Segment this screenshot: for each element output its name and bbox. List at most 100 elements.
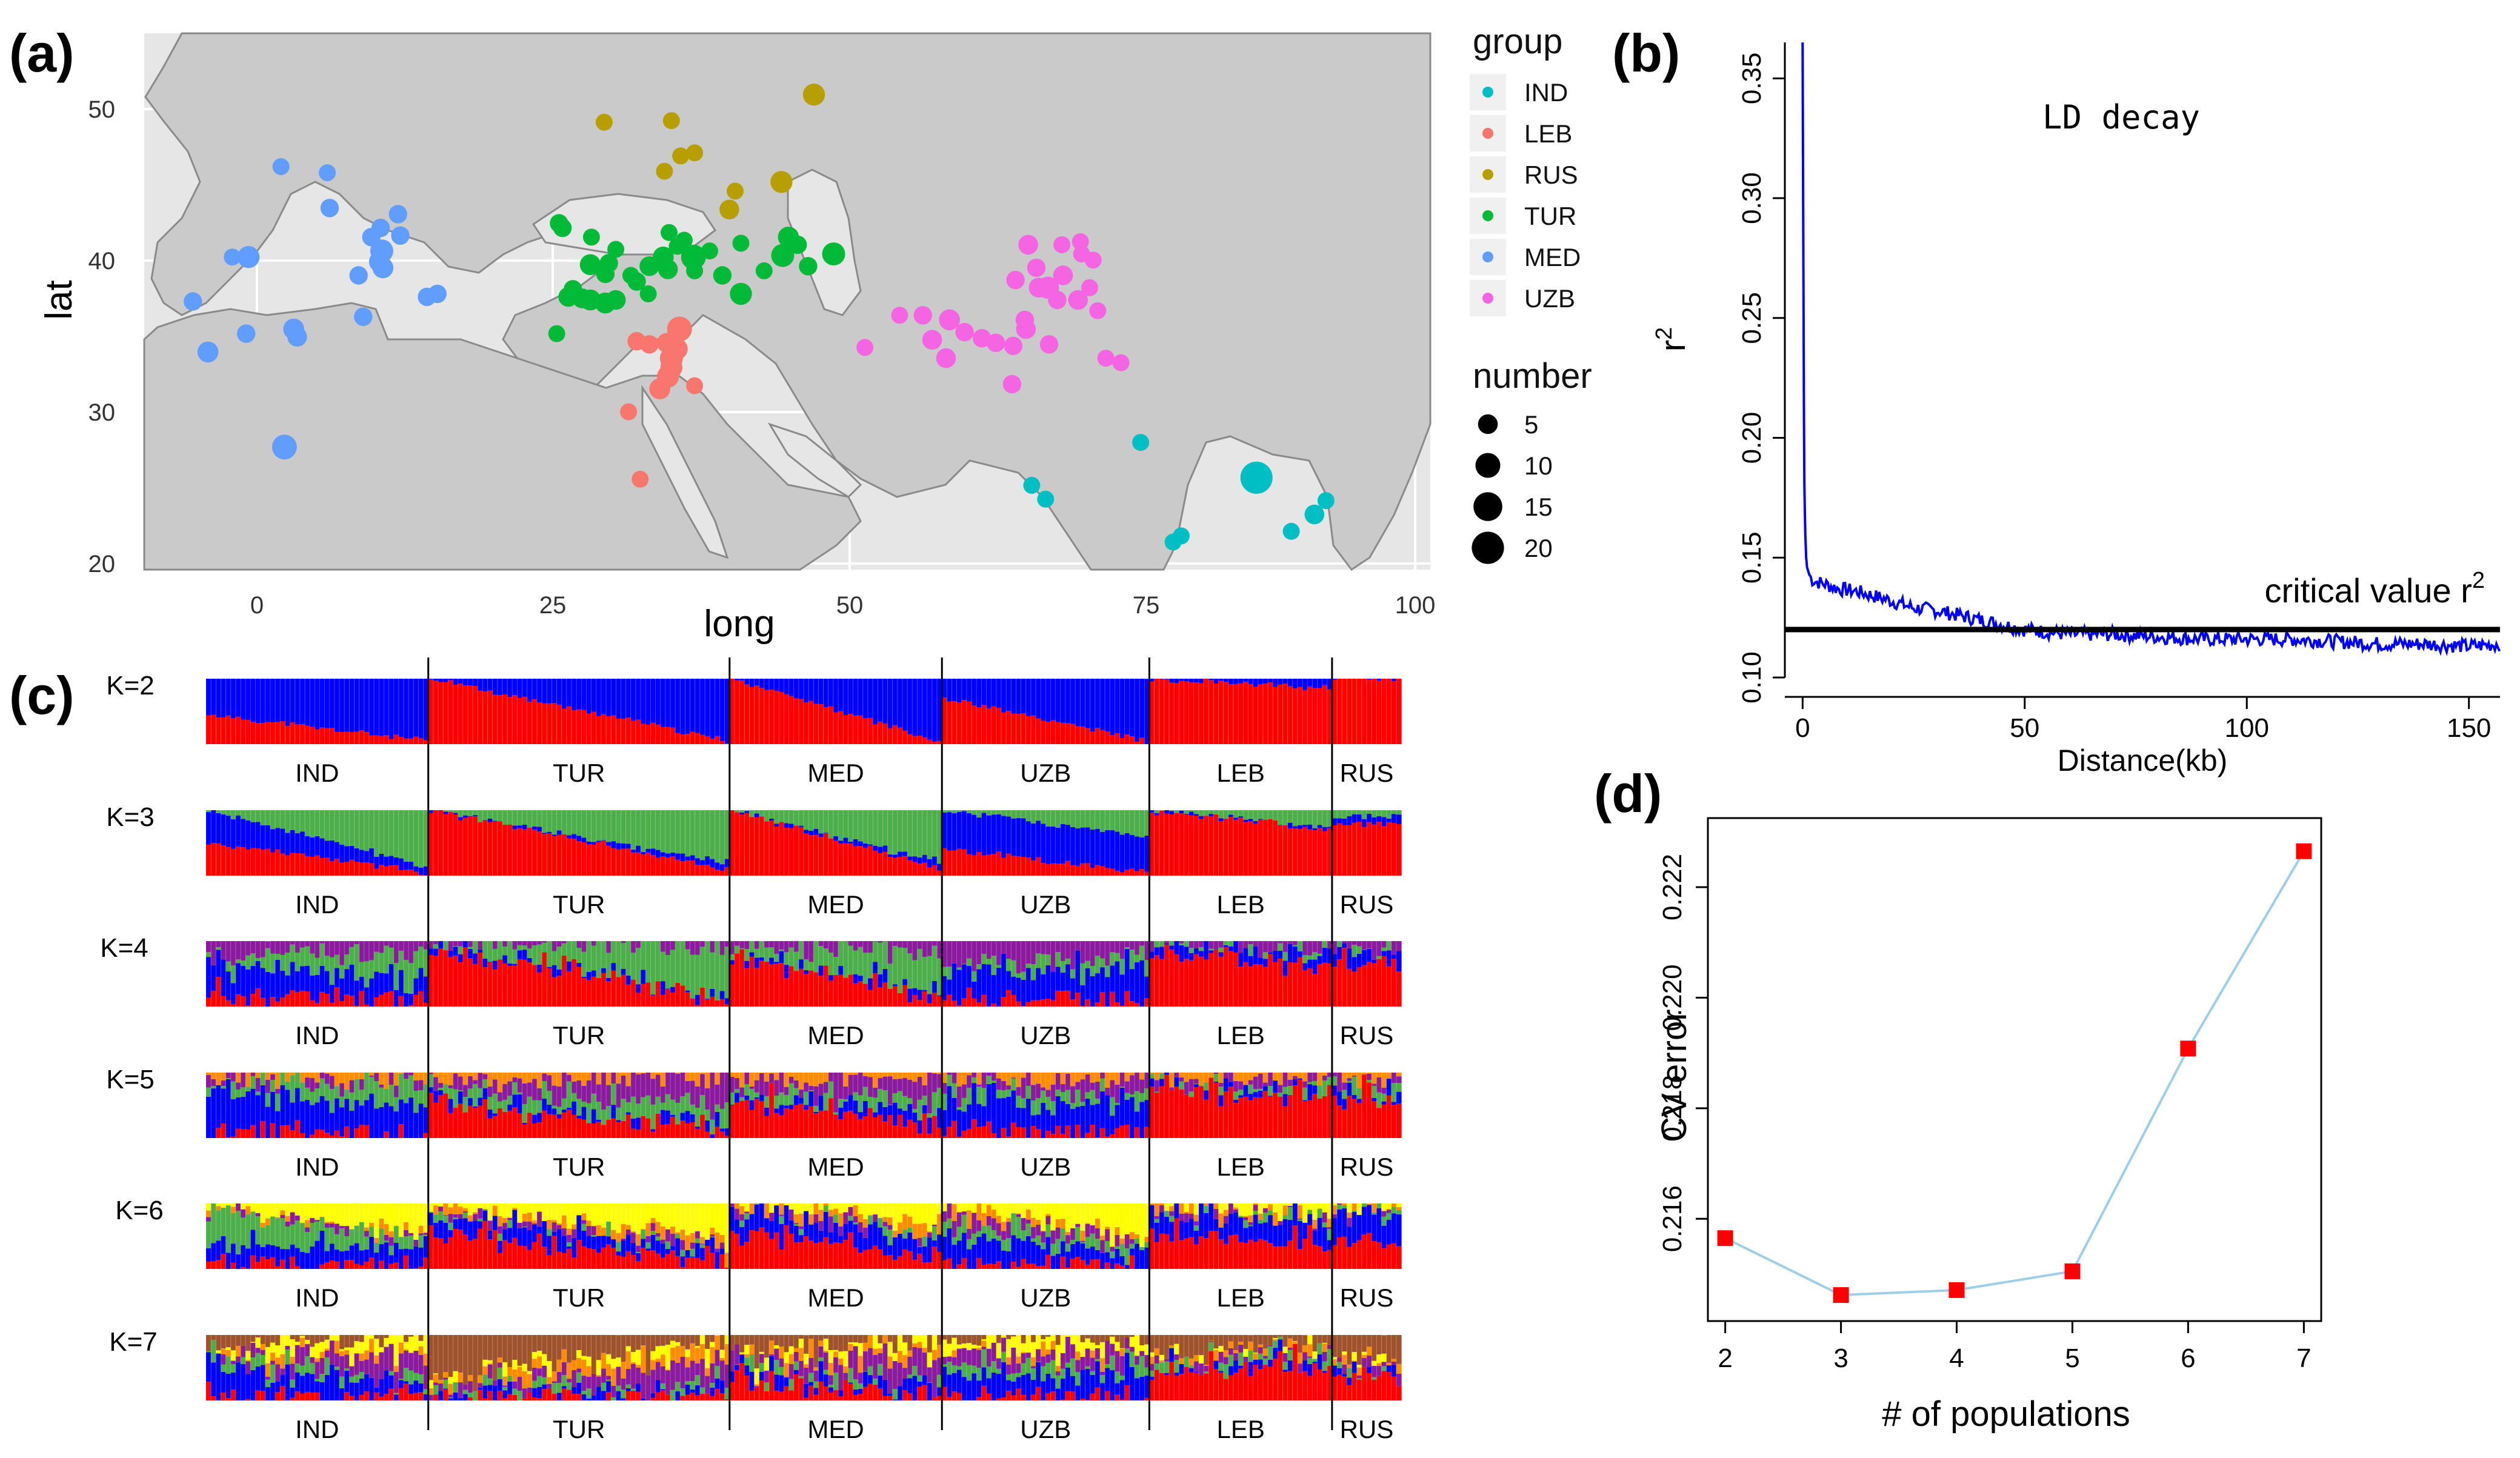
admixture-segment-blue [917, 857, 923, 864]
map-point-med [362, 228, 381, 247]
ld-x-axis-label: Distance(kb) [2058, 744, 2228, 777]
admixture-segment-blue [250, 679, 256, 722]
admixture-segment-purple [927, 941, 933, 956]
admixture-segment-yellow [315, 1203, 321, 1220]
admixture-segment-red [1228, 1087, 1234, 1138]
admixture-segment-blue [522, 1123, 528, 1125]
admixture-segment-blue [368, 1236, 375, 1258]
admixture-segment-blue [512, 964, 518, 966]
admixture-segment-red [848, 844, 854, 876]
admixture-pop-label: IND [295, 759, 339, 787]
admixture-segment-yellow [655, 1203, 661, 1222]
admixture-segment-orange [818, 1210, 824, 1221]
admixture-segment-red [388, 739, 395, 744]
admixture-segment-green [695, 1108, 701, 1127]
admixture-segment-orange [685, 1235, 691, 1250]
admixture-segment-purple [986, 941, 992, 959]
admixture-segment-red [591, 844, 597, 876]
admixture-segment-blue [976, 1103, 982, 1127]
legend-marker-med [1482, 251, 1493, 262]
admixture-segment-orange [462, 1208, 468, 1211]
admixture-segment-purple [1070, 1086, 1076, 1103]
admixture-segment-blue [966, 813, 972, 854]
admixture-segment-blue [952, 813, 958, 851]
admixture-segment-purple [1154, 1080, 1160, 1092]
admixture-segment-red [1021, 857, 1027, 876]
admixture-segment-orange [937, 1214, 942, 1235]
admixture-segment-purple [793, 1223, 799, 1224]
admixture-segment-orange [497, 1073, 503, 1093]
admixture-segment-red [616, 977, 622, 1007]
admixture-segment-blue [260, 1247, 266, 1257]
admixture-segment-red [290, 990, 296, 1007]
admixture-segment-red [492, 969, 498, 1007]
admixture-segment-green [1016, 810, 1022, 818]
admixture-segment-orange [527, 1073, 533, 1083]
admixture-segment-orange [566, 1073, 572, 1075]
admixture-segment-orange [368, 1073, 375, 1076]
admixture-segment-green [1198, 947, 1204, 951]
admixture-segment-purple [991, 941, 997, 956]
admixture-segment-blue [507, 679, 513, 697]
admixture-segment-blue [235, 679, 241, 717]
admixture-segment-red [354, 1263, 360, 1269]
admixture-segment-red [873, 973, 878, 1007]
admixture-segment-blue [467, 816, 473, 817]
admixture-segment-green [1041, 1090, 1046, 1103]
admixture-segment-purple [719, 941, 725, 955]
admixture-segment-red [922, 737, 928, 744]
admixture-segment-purple [221, 1080, 227, 1087]
admixture-segment-red [779, 822, 785, 876]
admixture-segment-blue [1050, 1115, 1056, 1134]
admixture-segment-red [492, 1230, 498, 1269]
admixture-segment-red [907, 1002, 913, 1007]
admixture-segment-red [1099, 866, 1105, 876]
admixture-segment-yellow [448, 1203, 454, 1208]
admixture-segment-red [1317, 1098, 1323, 1138]
admixture-segment-red [1099, 1128, 1105, 1138]
admixture-segment-green [1352, 945, 1358, 957]
admixture-segment-green [1292, 945, 1298, 947]
admixture-segment-blue [1297, 825, 1303, 830]
admixture-segment-green [1267, 1086, 1273, 1096]
admixture-segment-green [858, 810, 864, 842]
admixture-segment-purple [813, 1214, 819, 1223]
admixture-segment-red [1302, 1100, 1308, 1138]
admixture-segment-purple [1055, 941, 1061, 953]
admixture-segment-green [364, 810, 370, 851]
admixture-segment-red [379, 736, 384, 744]
admixture-segment-purple [927, 1232, 933, 1238]
admixture-segment-red [774, 827, 779, 876]
admixture-segment-green [1169, 941, 1175, 946]
admixture-segment-red [473, 964, 478, 1007]
admixture-segment-orange [280, 1210, 285, 1216]
admixture-segment-green [705, 941, 710, 999]
admixture-segment-red [462, 947, 468, 1007]
admixture-segment-green [1045, 1097, 1052, 1110]
admixture-segment-purple [324, 1073, 330, 1084]
admixture-segment-green [912, 1109, 918, 1113]
admixture-segment-green [749, 941, 755, 953]
admixture-segment-green [774, 1096, 779, 1109]
admixture-segment-green [270, 1080, 276, 1092]
admixture-segment-red [685, 734, 691, 744]
admixture-segment-green [892, 1093, 898, 1103]
admixture-segment-red [556, 976, 562, 1007]
admixture-segment-red [1376, 821, 1382, 876]
admixture-segment-red [1361, 965, 1367, 1007]
admixture-segment-blue [660, 679, 666, 727]
admixture-segment-green [250, 1076, 256, 1089]
admixture-segment-red [734, 953, 740, 1007]
admixture-segment-blue [1243, 819, 1248, 822]
admixture-segment-red [270, 1123, 276, 1138]
admixture-segment-red [403, 738, 409, 744]
admixture-segment-green [1332, 1076, 1338, 1086]
admixture-segment-orange [1070, 1073, 1076, 1087]
admixture-segment-red [349, 859, 355, 876]
admixture-segment-green [1090, 810, 1096, 830]
admixture-segment-purple [690, 1242, 696, 1249]
admixture-segment-green [1381, 1093, 1387, 1102]
admixture-segment-purple [680, 1073, 686, 1096]
admixture-segment-green [764, 810, 770, 822]
admixture-segment-purple [1060, 941, 1066, 961]
